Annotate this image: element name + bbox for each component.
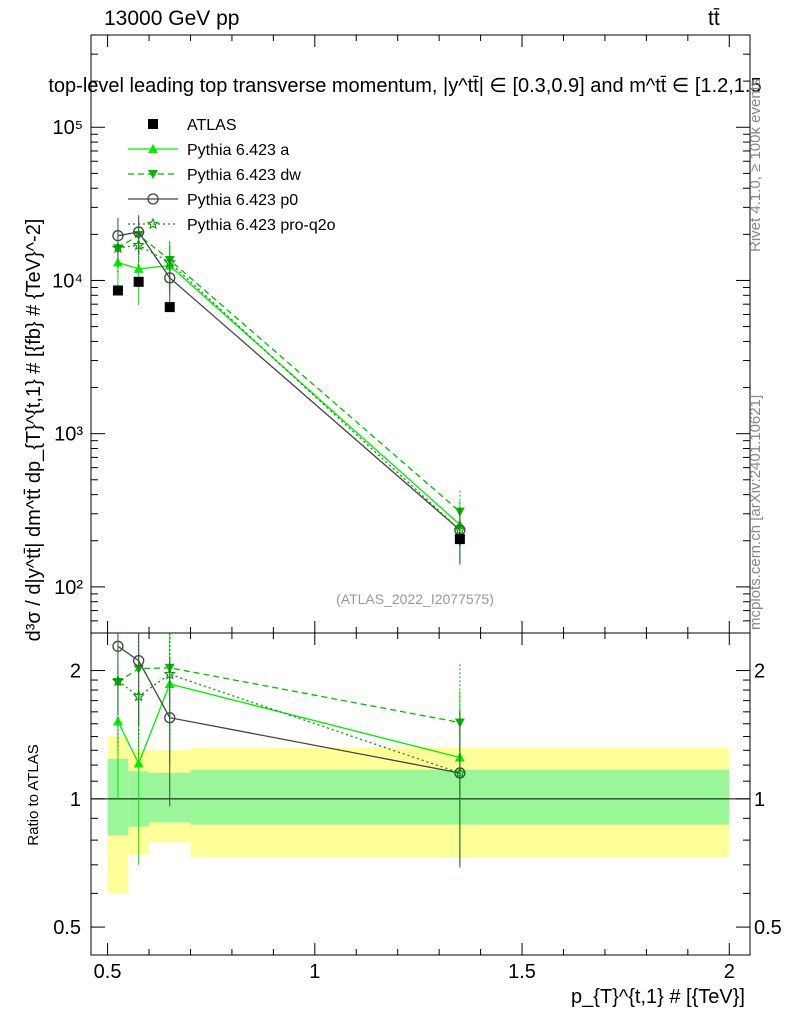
- chart-title: top-level leading top transverse momentu…: [48, 75, 761, 97]
- series-0-ratio-point: [133, 758, 144, 768]
- series-3-ratio-point: [453, 766, 466, 779]
- series-0-ratio-line: [117, 683, 461, 766]
- series-3-point: [132, 238, 145, 251]
- series-2-ratio-line: [117, 645, 460, 774]
- legend-label-atlas: ATLAS: [187, 117, 237, 134]
- series-0-ratio-point: [112, 716, 123, 726]
- series-3-ratio-point: [132, 689, 145, 702]
- y-axis-label: d³σ / d|y^tt̄| dm^tt̄ dp_{T}^{t,1} # [{f…: [23, 219, 45, 642]
- watermark: (ATLAS_2022_I2077575): [336, 591, 494, 607]
- ratio-y-tick-label-right: 0.5: [754, 917, 782, 939]
- x-tick-label: 1.5: [508, 961, 536, 983]
- mcplots-label: mcplots.cern.ch [arXiv:2401.10621]: [747, 394, 764, 630]
- atlas-point: [164, 302, 175, 313]
- header-right: tt̄: [708, 7, 720, 30]
- series-2-line: [117, 231, 461, 531]
- legend-label-3: Pythia 6.423 pro-q2o: [187, 217, 336, 234]
- ratio-y-tick-label: 1: [70, 789, 81, 811]
- legend-marker-0: [148, 144, 158, 153]
- series-3-point: [163, 256, 176, 268]
- series-3-point: [111, 241, 125, 254]
- y-tick-label: 10⁵: [52, 117, 83, 139]
- x-tick-label: 0.5: [94, 961, 122, 983]
- x-axis-label: p_{T}^{t,1} # [{TeV}]: [571, 986, 745, 1008]
- ratio-y-tick-label-right: 1: [754, 789, 765, 811]
- atlas-point: [112, 285, 123, 296]
- series-1-ratio-line: [117, 667, 460, 724]
- ratio-y-axis-label: Ratio to ATLAS: [25, 744, 42, 845]
- ratio-frame: [90, 632, 751, 956]
- legend-label-0: Pythia 6.423 a: [187, 142, 289, 159]
- series-0-line: [117, 261, 461, 526]
- legend-marker-2: [147, 193, 159, 205]
- y-tick-label: 10³: [54, 424, 83, 446]
- legend-marker-atlas: [148, 119, 158, 129]
- atlas-point: [133, 276, 144, 287]
- series-3-ratio-point: [163, 667, 176, 680]
- series-0-point: [133, 263, 144, 273]
- legend-label-2: Pythia 6.423 p0: [187, 192, 298, 209]
- ratio-y-tick-label: 2: [70, 661, 81, 683]
- series-3-ratio-point: [111, 674, 125, 687]
- x-tick-label: 2: [724, 961, 735, 983]
- header-left: 13000 GeV pp: [104, 7, 240, 30]
- series-3-line: [117, 244, 461, 531]
- y-tick-label: 10⁴: [52, 270, 83, 292]
- legend-label-1: Pythia 6.423 dw: [187, 167, 301, 184]
- y-tick-label: 10²: [54, 577, 83, 599]
- series-1-line: [117, 234, 461, 513]
- ratio-y-tick-label: 0.5: [53, 917, 81, 939]
- ratio-y-tick-label-right: 2: [754, 661, 765, 683]
- x-tick-label: 1: [309, 961, 320, 983]
- legend-marker-1: [148, 170, 158, 179]
- atlas-point: [454, 534, 465, 545]
- rivet-label: Rivet 4.1.0, ≥ 100k events: [747, 78, 764, 252]
- series-0-point: [112, 257, 123, 267]
- legend-marker-3: [146, 217, 160, 230]
- series-3-point: [453, 523, 466, 536]
